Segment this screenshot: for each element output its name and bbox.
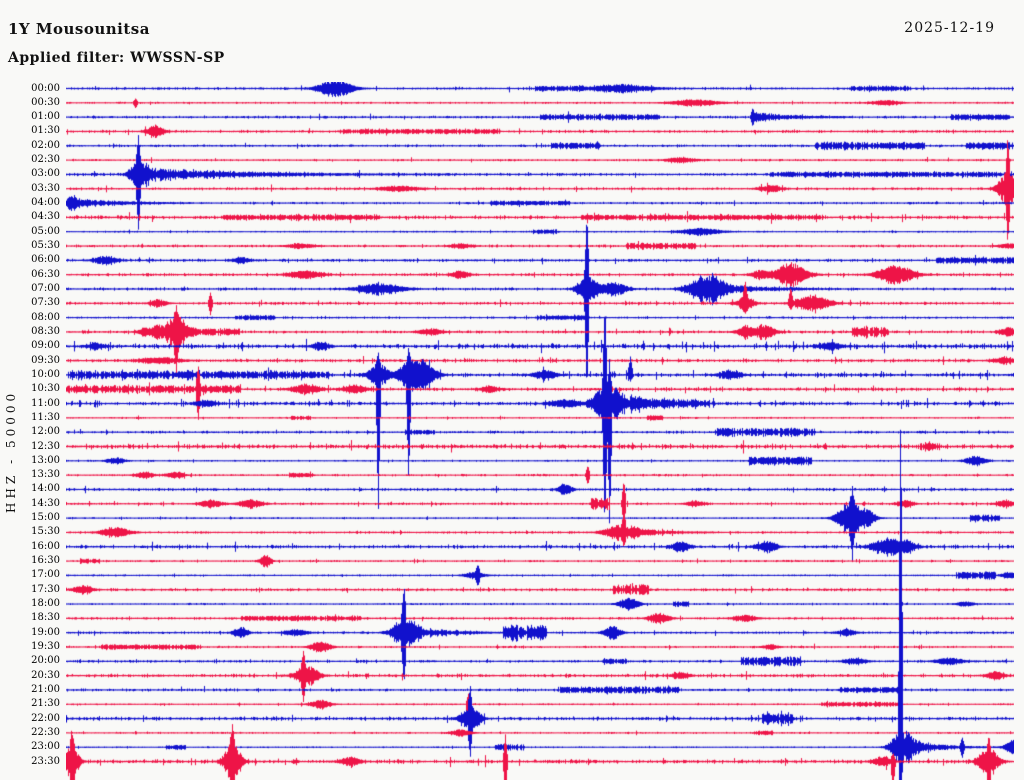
time-label: 11:00 [31,397,60,409]
time-label: 15:00 [31,512,60,524]
time-label: 03:30 [31,182,60,194]
filter-label: Applied filter: WWSSN-SP [8,50,225,66]
time-label: 18:00 [31,598,60,610]
time-label: 13:00 [31,454,60,466]
time-label: 06:00 [31,254,60,266]
time-label: 06:30 [31,268,60,280]
time-label: 05:00 [31,225,60,237]
time-label: 01:30 [31,125,60,137]
date-label: 2025-12-19 [904,20,995,36]
time-label: 21:30 [31,698,60,710]
time-label: 19:00 [31,626,60,638]
time-label: 21:00 [31,683,60,695]
time-label: 13:30 [31,469,60,481]
time-label: 04:00 [31,197,60,209]
time-label: 00:30 [31,96,60,108]
time-label: 10:00 [31,368,60,380]
time-label: 19:30 [31,640,60,652]
time-label: 18:30 [31,612,60,624]
time-label: 16:00 [31,540,60,552]
time-label: 02:30 [31,154,60,166]
time-label: 12:00 [31,426,60,438]
page-title: 1Y Mousounitsa [8,20,150,38]
time-label: 23:00 [31,741,60,753]
time-label: 23:30 [31,755,60,767]
time-label: 11:30 [31,411,60,423]
time-label: 03:00 [31,168,60,180]
time-label: 14:00 [31,483,60,495]
time-label: 08:00 [31,311,60,323]
time-label: 09:00 [31,340,60,352]
time-label: 00:00 [31,82,60,94]
time-label: 10:30 [31,383,60,395]
time-label: 02:00 [31,139,60,151]
helicorder-traces [66,82,1014,780]
time-label: 08:30 [31,325,60,337]
time-label: 20:00 [31,655,60,667]
time-label: 12:30 [31,440,60,452]
time-label: 17:30 [31,583,60,595]
time-label: 16:30 [31,555,60,567]
time-label: 22:00 [31,712,60,724]
time-label: 20:30 [31,669,60,681]
time-label: 09:30 [31,354,60,366]
time-label: 07:00 [31,282,60,294]
time-label: 14:30 [31,497,60,509]
time-label: 15:30 [31,526,60,538]
time-label: 22:30 [31,726,60,738]
time-label: 04:30 [31,211,60,223]
time-label: 17:00 [31,569,60,581]
time-label: 07:30 [31,297,60,309]
time-label: 05:30 [31,240,60,252]
time-label: 01:00 [31,111,60,123]
